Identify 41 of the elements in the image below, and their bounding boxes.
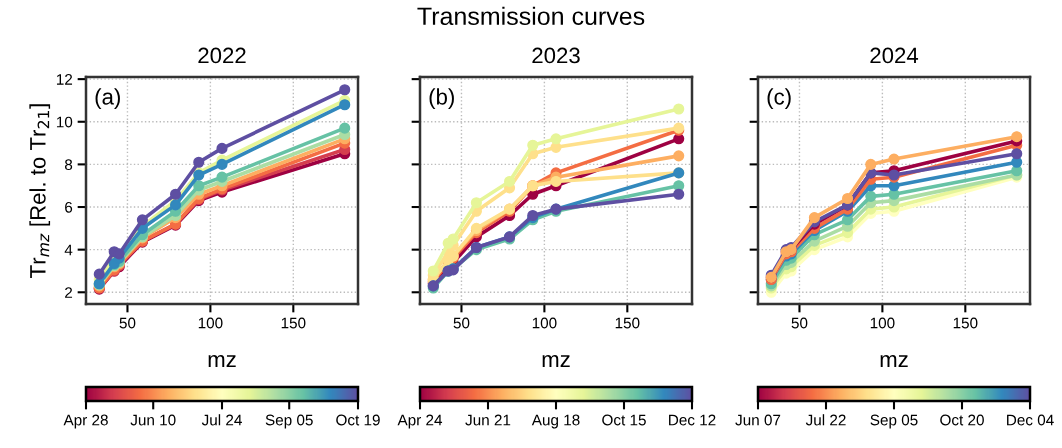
chart-title: 2023 xyxy=(532,47,580,64)
text: Transmission curves xyxy=(417,6,645,26)
color-bar-label: Jun 10 xyxy=(130,414,176,426)
y-tick-label: 4 xyxy=(64,244,73,256)
color-bar-label: Apr 24 xyxy=(397,414,443,429)
x-tick-label: 100 xyxy=(532,317,557,329)
color-bar-label: Jun 07 xyxy=(735,414,781,426)
x-axis-title: mz xyxy=(542,355,570,367)
x-tick-label: 150 xyxy=(953,317,978,329)
x-tick-label: 50 xyxy=(791,317,808,329)
color-bar-label: Aug 18 xyxy=(531,414,580,429)
color-bar-label: Oct 20 xyxy=(940,414,984,426)
color-bar-label: Oct 19 xyxy=(336,414,380,426)
color-bar-label: Apr 28 xyxy=(63,414,108,429)
color-bar-label: Dec 12 xyxy=(669,414,716,426)
x-tick-label: 100 xyxy=(198,317,223,329)
x-axis-title: mz xyxy=(208,355,236,367)
annotation: (c) xyxy=(767,88,791,110)
color-bar-label: Dec 04 xyxy=(1007,414,1054,426)
color-bar-label: Sep 05 xyxy=(265,414,313,429)
y-tick-label: 6 xyxy=(65,201,73,213)
annotation: (b) xyxy=(429,88,454,110)
x-tick-label: 150 xyxy=(615,317,640,329)
y-tick-label: 8 xyxy=(64,159,73,171)
y-tick-label: 2 xyxy=(65,287,73,298)
color-bar-label: Sep 05 xyxy=(870,414,918,429)
color-bar-label: Jul 22 xyxy=(805,414,846,426)
y-tick-label: 10 xyxy=(56,116,73,128)
chart-title: 2022 xyxy=(198,47,246,64)
chart-title: 2024 xyxy=(870,47,919,64)
x-tick-label: 100 xyxy=(870,317,895,329)
x-tick-label: 50 xyxy=(453,317,470,329)
y-tick-label: 12 xyxy=(56,74,73,85)
y-axis-title: Tr$_{mz}$ [Rel. to Tr$_{21}$] xyxy=(29,104,51,278)
x-axis-title: mz xyxy=(880,355,908,367)
color-bar-label: Jul 24 xyxy=(201,414,242,426)
color-bar-label: Oct 15 xyxy=(602,414,646,426)
x-tick-label: 150 xyxy=(281,317,306,329)
x-tick-label: 50 xyxy=(119,317,136,329)
color-bar-label: Jun 21 xyxy=(465,414,511,426)
annotation: (a) xyxy=(95,88,120,110)
